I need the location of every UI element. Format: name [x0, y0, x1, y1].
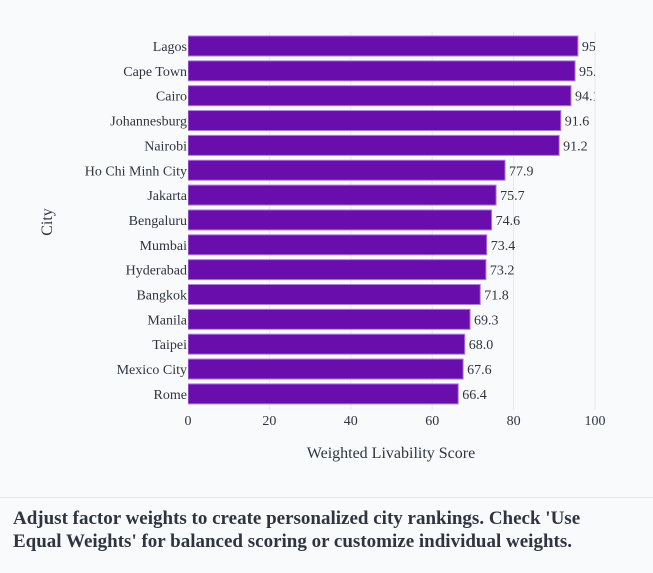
- y-tick-label: Cairo: [156, 90, 187, 105]
- bar: [188, 234, 488, 256]
- data-label: 69.3: [474, 313, 499, 328]
- y-tick-label: Jakarta: [147, 189, 187, 204]
- bar: [188, 383, 459, 405]
- y-tick-label: Mexico City: [117, 363, 187, 378]
- data-label: 73.4: [491, 239, 516, 254]
- data-label: 75.7: [500, 189, 525, 204]
- bar: [188, 358, 464, 380]
- y-tick-label: Ho Chi Minh City: [85, 164, 187, 179]
- data-label: 91.6: [565, 115, 590, 130]
- y-tick-label: Nairobi: [144, 139, 187, 154]
- caption: Adjust factor weights to create personal…: [13, 508, 581, 552]
- bar: [188, 184, 497, 206]
- data-label: 95.1: [579, 65, 604, 80]
- data-label: 71.8: [484, 289, 509, 304]
- x-tick-label: 60: [425, 414, 439, 429]
- divider: [0, 497, 653, 498]
- y-tick-label: Cape Town: [123, 65, 187, 80]
- y-tick-label: Mumbai: [140, 239, 188, 254]
- data-label: 68.0: [469, 338, 494, 353]
- y-axis-title: City: [39, 208, 56, 236]
- bar: [188, 333, 466, 355]
- data-label: 95.8: [582, 40, 607, 55]
- y-tick-label: Lagos: [153, 40, 187, 55]
- y-tick-label: Rome: [154, 388, 187, 403]
- x-tick-label: 100: [585, 414, 606, 429]
- data-label: 74.6: [496, 214, 521, 229]
- x-axis-title: Weighted Livability Score: [307, 445, 475, 462]
- bar: [188, 308, 471, 330]
- bar: [188, 60, 576, 82]
- x-tick-label: 40: [344, 414, 358, 429]
- bar: [188, 85, 572, 107]
- data-label: 67.6: [467, 363, 492, 378]
- x-tick-label: 80: [507, 414, 521, 429]
- y-tick-label: Manila: [147, 313, 187, 328]
- x-tick-label: 0: [185, 414, 192, 429]
- bar: [188, 110, 562, 132]
- y-tick-label: Bangkok: [136, 289, 187, 304]
- y-tick-label: Johannesburg: [110, 115, 187, 130]
- x-tick-label: 20: [262, 414, 276, 429]
- y-tick-label: Bengaluru: [129, 214, 187, 229]
- bar: [188, 259, 487, 281]
- bar: [188, 209, 493, 231]
- bar: [188, 159, 506, 181]
- bar: [188, 134, 560, 156]
- y-tick-label: Hyderabad: [126, 264, 187, 279]
- data-label: 94.1: [575, 90, 600, 105]
- bar: [188, 35, 579, 57]
- bar: [188, 284, 481, 305]
- data-label: 66.4: [462, 388, 487, 403]
- data-label: 77.9: [509, 164, 533, 179]
- data-label: 91.2: [563, 139, 588, 154]
- data-label: 73.2: [490, 264, 515, 279]
- y-tick-label: Taipei: [152, 338, 187, 353]
- bar-chart: 95.8 95.1 94.1 91.6 91.2 77.9 75.7 74.6 73.4 73.2…: [39, 32, 607, 462]
